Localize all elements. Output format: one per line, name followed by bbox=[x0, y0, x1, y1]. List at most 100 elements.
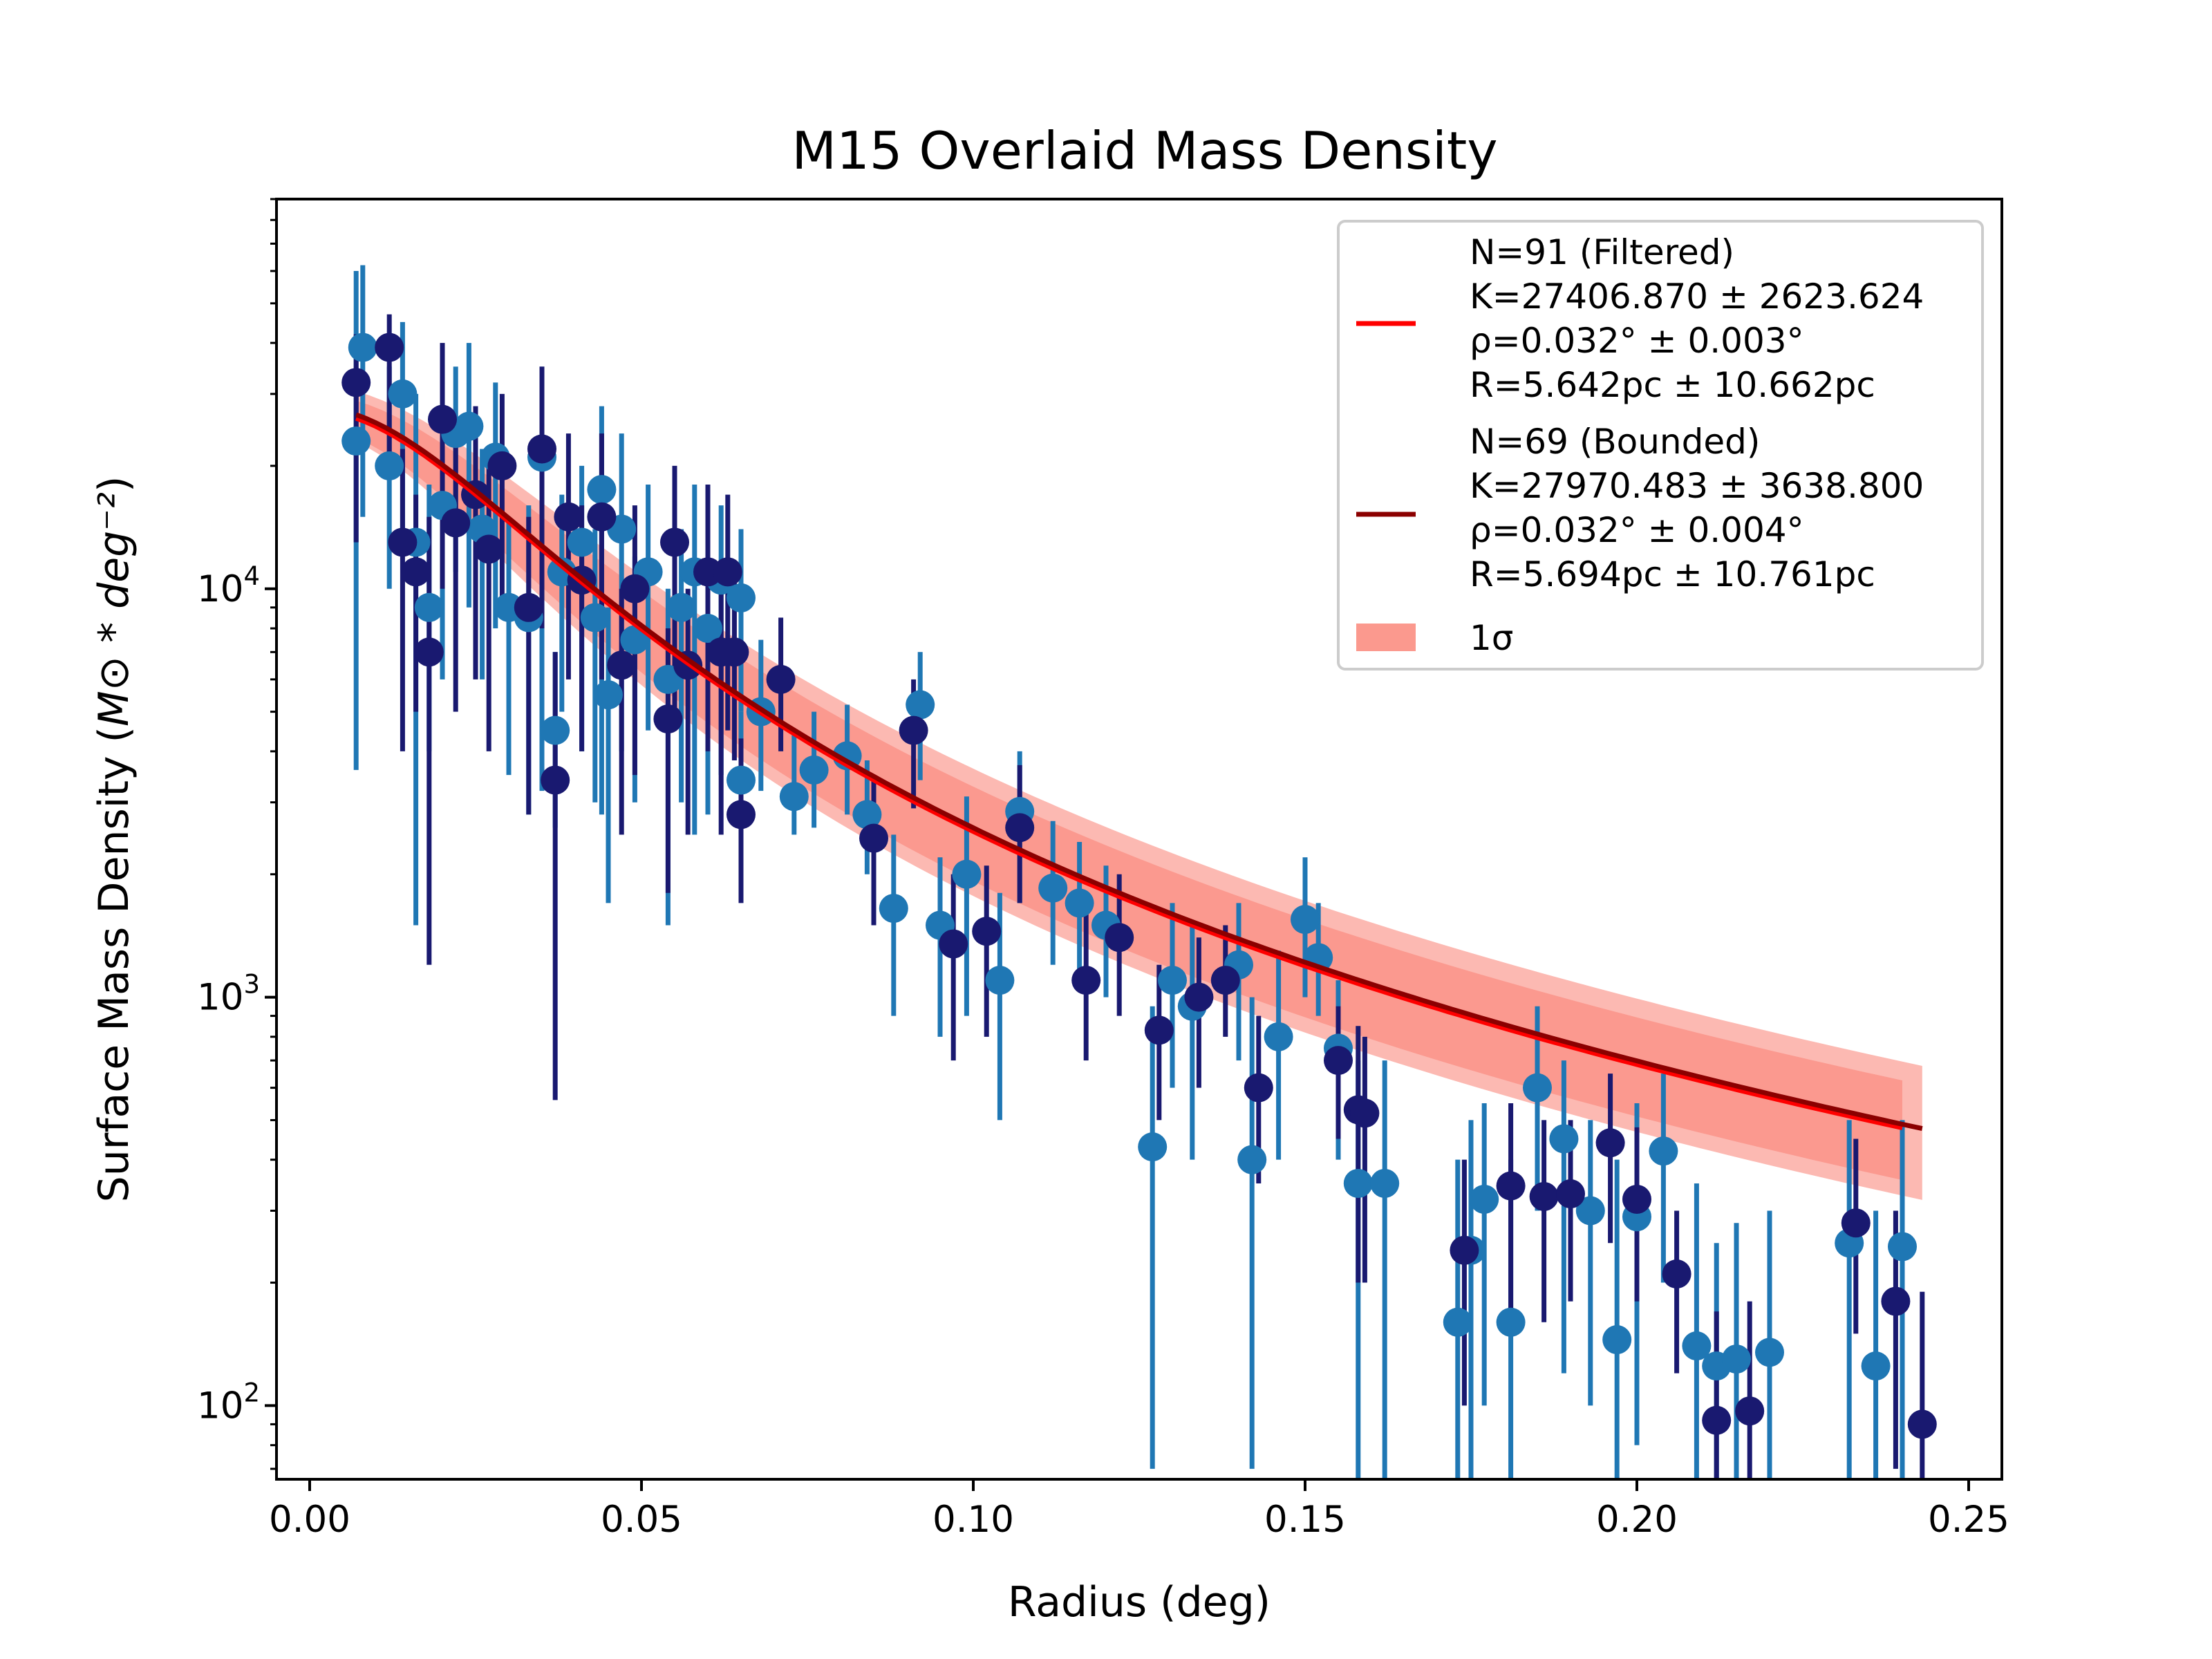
data-point-bounded-12 bbox=[541, 765, 570, 795]
data-point-bounded-1 bbox=[375, 332, 404, 362]
data-point-filtered-38 bbox=[952, 859, 982, 889]
data-point-bounded-21 bbox=[693, 557, 722, 587]
legend-bounded-line-1: N=69 (Bounded) bbox=[1470, 422, 1760, 462]
data-point-filtered-0 bbox=[341, 427, 371, 456]
data-point-bounded-3 bbox=[401, 557, 431, 587]
data-point-bounded-34 bbox=[1144, 1015, 1174, 1045]
y-tick-label-1: 103 bbox=[197, 970, 260, 1019]
data-point-bounded-43 bbox=[1529, 1181, 1559, 1211]
data-point-bounded-36 bbox=[1210, 966, 1240, 995]
data-point-bounded-15 bbox=[587, 502, 617, 532]
data-point-bounded-9 bbox=[487, 451, 517, 480]
legend-swatch-band bbox=[1356, 624, 1416, 651]
legend-band-label: 1σ bbox=[1470, 618, 1514, 658]
plot-frame bbox=[275, 198, 2003, 1481]
data-point-filtered-14 bbox=[541, 715, 570, 745]
data-point-filtered-16 bbox=[567, 527, 597, 557]
data-point-filtered-48 bbox=[1237, 1145, 1267, 1174]
data-point-filtered-28 bbox=[727, 583, 756, 612]
data-point-bounded-50 bbox=[1841, 1208, 1871, 1238]
legend-filtered-line-3: ρ=0.032° ± 0.003° bbox=[1470, 321, 1804, 361]
confidence-bands bbox=[356, 391, 1922, 1200]
data-point-filtered-1 bbox=[348, 332, 377, 362]
data-point-filtered-8 bbox=[454, 411, 484, 441]
x-axis: 0.00 0.05 0.10 0.15 0.20 0.25 bbox=[269, 1479, 2009, 1541]
data-point-bounded-18 bbox=[653, 704, 683, 734]
data-point-bounded-49 bbox=[1735, 1396, 1765, 1426]
data-point-filtered-70 bbox=[1861, 1351, 1891, 1381]
fit-curve-filtered bbox=[355, 415, 1903, 1131]
data-point-filtered-65 bbox=[1682, 1331, 1712, 1361]
data-point-bounded-41 bbox=[1450, 1235, 1479, 1265]
x-tick-label-3: 0.15 bbox=[1264, 1499, 1346, 1541]
error-bars bbox=[353, 265, 1925, 1479]
data-point-bounded-52 bbox=[1907, 1409, 1937, 1439]
data-point-bounded-42 bbox=[1496, 1171, 1526, 1201]
data-point-filtered-41 bbox=[1038, 873, 1068, 903]
data-point-bounded-25 bbox=[727, 800, 756, 830]
data-point-filtered-58 bbox=[1496, 1307, 1526, 1337]
data-point-filtered-71 bbox=[1888, 1232, 1917, 1262]
data-point-bounded-47 bbox=[1662, 1259, 1691, 1289]
data-point-filtered-64 bbox=[1649, 1136, 1678, 1166]
data-point-filtered-3 bbox=[388, 379, 418, 409]
data-point-bounded-8 bbox=[474, 534, 504, 564]
data-points bbox=[341, 332, 1937, 1439]
data-point-bounded-24 bbox=[720, 637, 749, 667]
data-point-bounded-13 bbox=[554, 502, 583, 532]
data-point-filtered-5 bbox=[414, 592, 444, 622]
data-point-filtered-24 bbox=[666, 592, 696, 622]
data-point-bounded-27 bbox=[859, 823, 888, 853]
y-axis-label-suffix: ) bbox=[90, 476, 138, 492]
data-point-bounded-35 bbox=[1184, 982, 1214, 1012]
data-point-bounded-0 bbox=[341, 368, 371, 397]
data-point-filtered-39 bbox=[985, 966, 1015, 995]
x-tick-label-0: 0.00 bbox=[269, 1499, 350, 1541]
data-point-bounded-31 bbox=[1005, 813, 1035, 843]
data-point-bounded-17 bbox=[620, 574, 650, 603]
data-point-bounded-37 bbox=[1244, 1073, 1273, 1103]
fit-curve-bounded bbox=[355, 412, 1923, 1132]
data-point-bounded-51 bbox=[1881, 1286, 1911, 1316]
data-point-bounded-29 bbox=[939, 929, 968, 959]
y-axis-label-prefix: Surface Mass Density ( bbox=[90, 727, 138, 1202]
data-point-bounded-46 bbox=[1622, 1184, 1651, 1214]
data-point-filtered-62 bbox=[1602, 1325, 1632, 1355]
legend-filtered-line-2: K=27406.870 ± 2623.624 bbox=[1470, 276, 1924, 317]
data-point-bounded-28 bbox=[899, 715, 928, 745]
data-point-bounded-45 bbox=[1595, 1128, 1625, 1158]
data-point-filtered-26 bbox=[693, 614, 722, 644]
legend-bounded-line-4: R=5.694pc ± 10.761pc bbox=[1470, 554, 1875, 594]
data-point-bounded-48 bbox=[1702, 1405, 1732, 1435]
data-point-filtered-59 bbox=[1523, 1073, 1552, 1103]
data-point-bounded-19 bbox=[660, 527, 689, 557]
data-point-filtered-49 bbox=[1264, 1022, 1293, 1051]
data-point-bounded-5 bbox=[428, 404, 457, 434]
data-point-filtered-34 bbox=[852, 800, 882, 830]
data-point-bounded-16 bbox=[607, 650, 637, 680]
data-point-bounded-40 bbox=[1350, 1098, 1380, 1128]
data-point-bounded-44 bbox=[1556, 1179, 1585, 1209]
data-point-filtered-68 bbox=[1755, 1338, 1784, 1367]
data-point-bounded-33 bbox=[1105, 923, 1134, 953]
data-point-filtered-53 bbox=[1343, 1168, 1373, 1198]
chart-title: M15 Overlaid Mass Density bbox=[791, 120, 1497, 181]
data-point-filtered-19 bbox=[594, 680, 623, 710]
y-axis: 102 103 104 bbox=[197, 198, 276, 1470]
data-point-filtered-32 bbox=[799, 755, 829, 785]
legend-bounded-line-2: K=27970.483 ± 3638.800 bbox=[1470, 466, 1924, 506]
data-point-bounded-6 bbox=[441, 508, 471, 538]
data-point-bounded-4 bbox=[414, 637, 444, 667]
data-point-filtered-67 bbox=[1722, 1344, 1751, 1374]
data-point-bounded-2 bbox=[388, 527, 418, 557]
data-point-filtered-29 bbox=[727, 765, 756, 795]
data-point-filtered-61 bbox=[1575, 1196, 1605, 1226]
data-point-filtered-50 bbox=[1291, 905, 1320, 935]
legend-filtered-line-1: N=91 (Filtered) bbox=[1470, 232, 1734, 272]
x-tick-label-1: 0.05 bbox=[601, 1499, 682, 1541]
x-tick-label-5: 0.25 bbox=[1928, 1499, 2009, 1541]
data-point-bounded-11 bbox=[527, 434, 556, 464]
x-axis-label: Radius (deg) bbox=[1008, 1578, 1271, 1627]
data-point-filtered-31 bbox=[779, 782, 809, 812]
